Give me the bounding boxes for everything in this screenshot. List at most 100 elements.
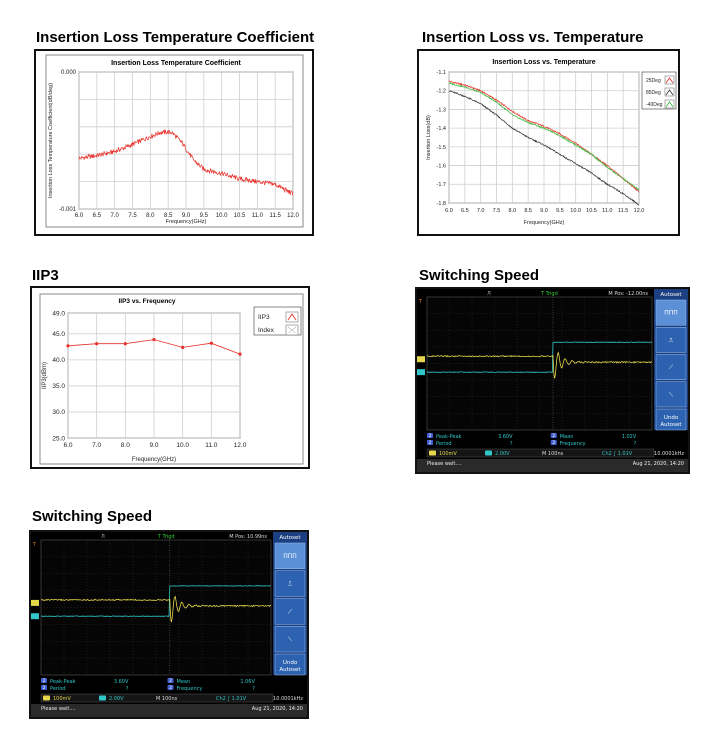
- series-line: [448, 80, 640, 193]
- x-tick-label: 6.5: [461, 208, 469, 214]
- undo-autoset-button: [655, 408, 687, 431]
- il-tc-panel: 6.0 6.5 7.0 7.5 8.0 8.5 9.0 9.5 10.0 10.5 11.0 11.5…: [34, 49, 314, 236]
- ch2-marker: [417, 369, 425, 376]
- legend-swatch: [664, 87, 675, 97]
- legend-label: 25Deg: [646, 78, 661, 84]
- iip3-panel: 6.0 7.0 8.0 9.0 10.0 11.0 12.0 49.0 45.0 40.0 35.0…: [30, 286, 310, 469]
- x-tick-label: 6.0: [75, 213, 84, 219]
- sw1-heading: Switching Speed: [419, 267, 540, 284]
- menu-icon: ⟍: [669, 391, 674, 398]
- menu-icon: ΠΠΠ: [664, 310, 678, 317]
- measure-label: Peak-Peak: [436, 434, 462, 440]
- x-tick-label: 9.5: [556, 208, 564, 214]
- iip3-heading: IIP3: [32, 267, 59, 284]
- ch2-trace: [41, 585, 272, 617]
- measure-value: ?: [126, 686, 129, 692]
- iip3-chart: 6.0 7.0 8.0 9.0 10.0 11.0 12.0 49.0 45.0 40.0 35.0…: [39, 293, 304, 465]
- measure-value: 3.60V: [114, 679, 129, 685]
- data-point: [66, 344, 70, 348]
- data-point: [181, 345, 185, 349]
- x-tick-label: 10.5: [234, 213, 246, 219]
- chart-title: Insertion Loss vs. Temperature: [492, 59, 595, 66]
- legend-swatch: [664, 75, 675, 85]
- chart-frame: [39, 293, 304, 465]
- x-tick-label: 7.5: [493, 208, 501, 214]
- footer-date: Aug 21, 2020, 14:20: [252, 706, 303, 712]
- menu-icon: ⎍: [669, 337, 674, 344]
- il-temp-chart: 6.0 6.5 7.0 7.5 8.0 8.5 9.0 9.5 10.0 10.5 11.0 11.5…: [426, 59, 677, 226]
- menu-icon: ⟍: [288, 636, 293, 643]
- undo-autoset-label: Undo: [283, 660, 298, 666]
- y-tick-label: -1.3: [437, 107, 446, 113]
- data-point: [123, 342, 127, 346]
- menu-button: [655, 381, 687, 408]
- menu-title: Autoset: [279, 535, 301, 541]
- x-tick-label: 11.5: [270, 213, 282, 219]
- y-tick-label: -1.4: [437, 126, 446, 132]
- graticule: [40, 539, 272, 676]
- measure-label: Period: [50, 686, 66, 692]
- x-axis-label: Frequency(GHz): [166, 219, 207, 225]
- x-tick-label: 11.0: [205, 442, 218, 449]
- menu-button: [655, 354, 687, 380]
- x-tick-label: 6.5: [93, 213, 102, 219]
- measure-channel-badge: [167, 678, 174, 683]
- chart-frame: [45, 54, 304, 228]
- x-tick-label: 7.0: [477, 208, 485, 214]
- legend-label: 85Deg: [646, 90, 661, 96]
- sw2-scope: Л T Trigd M Pos: 10.99ns T Autoset ΠΠΠ ⎍ ⟋ ⟍ Undo…: [31, 532, 307, 717]
- menu-icon: ⎍: [288, 581, 293, 588]
- legend-marker: [287, 313, 297, 321]
- y-axis-label: Insertion Loss(dB): [426, 115, 432, 160]
- undo-autoset-button: [274, 653, 306, 676]
- footer-message: Please wait....: [427, 461, 462, 467]
- x-tick-label: 10.0: [216, 213, 228, 219]
- il-temp-panel: 6.0 6.5 7.0 7.5 8.0 8.5 9.0 9.5 10.0 10.5 11.0 11.5…: [417, 49, 680, 236]
- measure-value: 1.02V: [622, 434, 637, 440]
- measure-label: Mean: [177, 679, 191, 685]
- measure-channel-badge: [427, 433, 433, 438]
- measure-value: ?: [252, 686, 255, 692]
- legend-swatch: [285, 311, 299, 323]
- x-tick-label: 8.0: [121, 442, 130, 449]
- y-tick-label: 0.000: [61, 70, 77, 76]
- undo-autoset-label: Autoset: [279, 667, 301, 673]
- x-tick-label: 12.0: [234, 442, 247, 449]
- x-tick-label: 8.0: [146, 213, 155, 219]
- x-tick-label: 10.0: [570, 208, 581, 214]
- status-frequency: 10.0001kHz: [273, 696, 303, 702]
- legend-label: IIP3: [258, 314, 270, 321]
- x-tick-label: 9.0: [540, 208, 548, 214]
- legend-marker: [665, 77, 674, 84]
- measure-channel: 2: [43, 678, 46, 684]
- measure-channel-badge: [41, 685, 47, 690]
- y-tick-label: -1.8: [437, 201, 446, 207]
- sw1-panel: Л T Trigd M Pos: -12.00ns T Autoset ΠΠΠ ⎍ ⟋ ⟍ Und…: [415, 287, 690, 474]
- y-tick-label: -1.2: [437, 89, 446, 95]
- position-readout: M Pos: 10.99ns: [229, 534, 267, 540]
- menu-icon: ⟋: [288, 608, 293, 615]
- menu-button: [655, 327, 687, 353]
- status-bar: [426, 448, 655, 458]
- y-tick-label: 40.0: [52, 357, 65, 364]
- measure-channel: 2: [552, 433, 555, 439]
- sw2-heading: Switching Speed: [32, 508, 153, 525]
- legend-marker: [665, 101, 674, 108]
- measure-label: Frequency: [560, 441, 586, 447]
- measure-value: ?: [510, 441, 513, 447]
- status-ch1-badge: [43, 695, 50, 701]
- il-tc-heading: Insertion Loss Temperature Coefficient: [36, 29, 315, 46]
- x-tick-label: 12.0: [634, 208, 645, 214]
- x-tick-label: 7.5: [128, 213, 137, 219]
- menu-button: [274, 598, 306, 625]
- sw1-scope: Л T Trigd M Pos: -12.00ns T Autoset ΠΠΠ ⎍ ⟋ ⟍ Und…: [417, 289, 688, 472]
- top-marker: Л: [487, 291, 491, 297]
- x-axis-label: Frequency(GHz): [132, 457, 176, 463]
- menu-title: Autoset: [660, 292, 682, 298]
- measure-channel: 2: [429, 440, 432, 446]
- status-ch2-badge: [485, 450, 492, 456]
- chart-title: Insertion Loss Temperature Coefficient: [111, 60, 241, 67]
- ch1-trace: [426, 351, 653, 379]
- ch2-trace: [427, 341, 653, 373]
- x-tick-label: 6.0: [63, 442, 72, 449]
